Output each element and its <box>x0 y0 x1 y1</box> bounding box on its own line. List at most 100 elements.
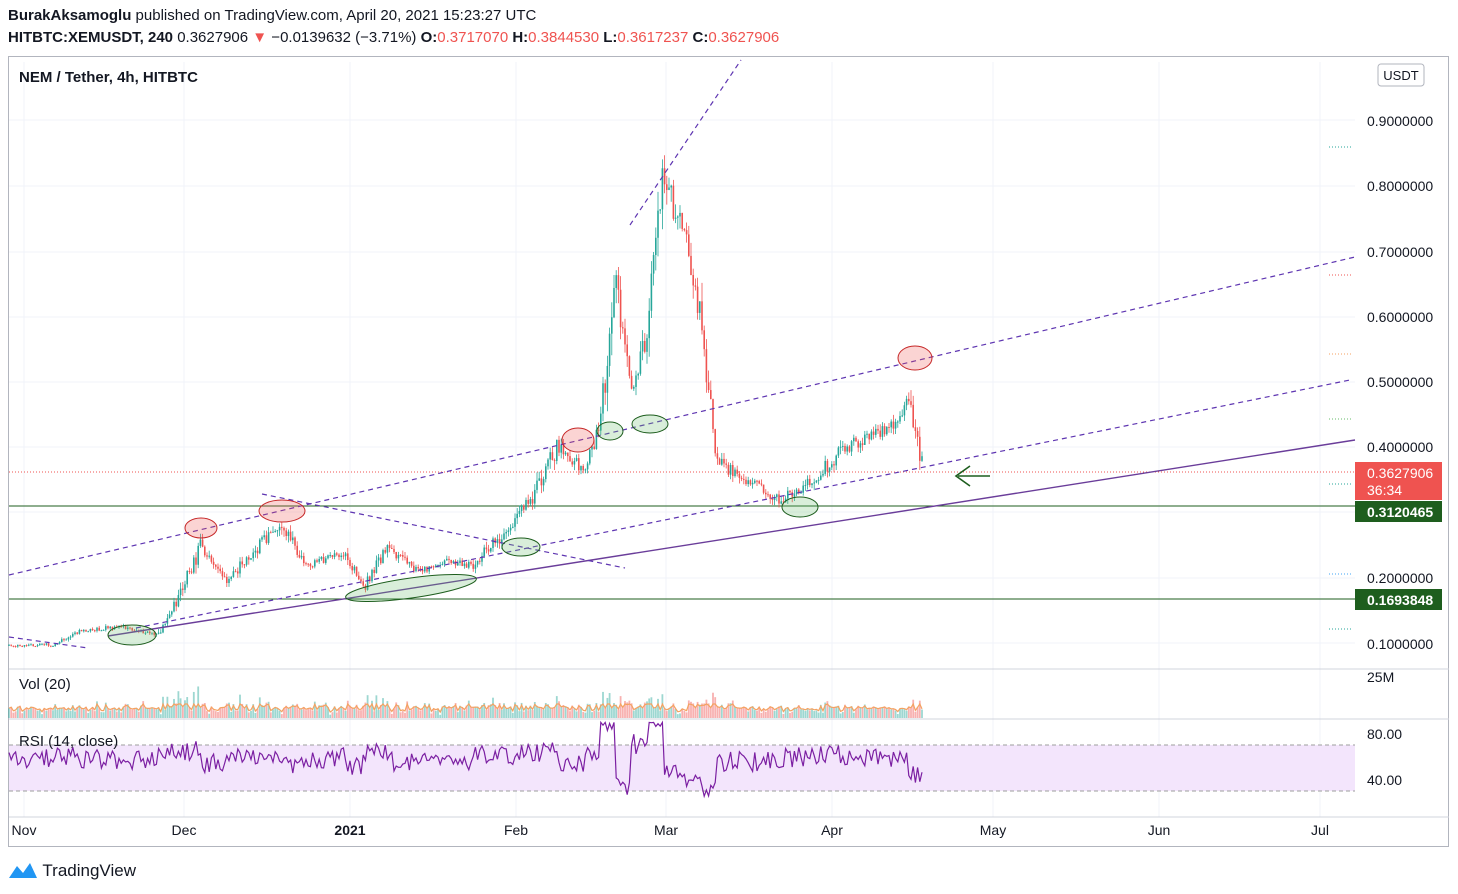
dotted-price-markers <box>1329 146 1352 630</box>
volume-bar <box>507 708 510 718</box>
currency-button[interactable]: USDT <box>1377 63 1425 87</box>
tradingview-logo-icon <box>9 863 37 878</box>
candle-body <box>806 478 809 486</box>
candle-body <box>879 430 881 437</box>
candle-body <box>701 301 703 331</box>
candle-body <box>514 518 516 527</box>
candle-body <box>212 561 215 565</box>
author-name[interactable]: BurakAksamoglu <box>8 7 132 24</box>
volume-bar <box>848 707 851 718</box>
candle-body <box>276 530 279 532</box>
candle-body <box>798 489 800 494</box>
volume-bar <box>228 702 230 718</box>
candle-body <box>448 558 450 560</box>
volume-bar <box>852 712 855 718</box>
volume-bar <box>751 706 754 718</box>
volume-bar <box>500 709 503 718</box>
resistance-marker[interactable] <box>258 499 306 523</box>
candle-body <box>523 505 525 510</box>
candle-body <box>668 187 670 190</box>
early-trendline[interactable] <box>8 636 89 649</box>
candle-body <box>256 550 259 554</box>
volume-bar <box>65 711 68 718</box>
arrow-left-icon[interactable] <box>954 465 990 487</box>
candle-body <box>406 557 408 564</box>
candle-body <box>175 601 177 607</box>
volume-bar <box>135 708 138 718</box>
resistance-marker[interactable] <box>897 345 933 371</box>
volume-bar <box>34 708 37 718</box>
peak-trendline[interactable] <box>629 59 742 226</box>
volume-bar <box>426 708 428 718</box>
candle-body <box>553 460 556 462</box>
support-marker[interactable] <box>344 569 477 607</box>
support-upper-badge: 0.3120465 <box>1355 501 1442 522</box>
time-axis[interactable]: Nov Dec 2021 Feb Mar Apr May Jun Jul <box>12 822 1329 838</box>
candle-body <box>861 443 864 445</box>
volume-bar <box>485 710 488 718</box>
rsi-line <box>8 720 923 799</box>
candle-body <box>166 618 169 624</box>
candle-body <box>749 480 752 485</box>
support-marker[interactable] <box>781 496 819 518</box>
candle-body <box>43 643 45 645</box>
volume-bar <box>346 700 349 718</box>
candle-body <box>144 632 147 634</box>
volume-bar <box>553 707 556 718</box>
volume-bar <box>573 708 576 718</box>
candle-body <box>375 560 378 573</box>
candle-body <box>274 530 276 532</box>
volume-bar <box>674 708 677 718</box>
volume-bar <box>518 711 521 718</box>
candle-body <box>61 639 63 642</box>
support-marker[interactable] <box>596 421 624 441</box>
candle-body <box>404 556 406 558</box>
candle-body <box>751 482 754 485</box>
volume-bar <box>87 712 90 718</box>
price-axis[interactable]: 0.9000000 0.8000000 0.7000000 0.6000000 … <box>1367 113 1433 652</box>
candle-body <box>58 641 61 644</box>
volume-bar <box>571 705 574 718</box>
candle-body <box>237 571 239 574</box>
candle-body <box>740 477 743 479</box>
channel-upper-line[interactable] <box>8 256 1356 576</box>
tradingview-logo[interactable]: TradingView <box>8 860 136 881</box>
candle-body <box>877 428 879 431</box>
volume-bar <box>780 705 783 718</box>
volume-bar <box>756 710 758 718</box>
volume-bar <box>76 707 79 718</box>
volume-bar <box>542 709 545 718</box>
candle-body <box>397 554 400 559</box>
time-tick: Mar <box>654 822 678 838</box>
resistance-marker[interactable] <box>184 517 218 539</box>
volume-bar <box>569 711 571 718</box>
support-marker[interactable] <box>501 537 541 557</box>
candle-body <box>87 631 89 633</box>
symbol-label[interactable]: HITBTC:XEMUSDT, 240 <box>8 29 174 46</box>
volume-bar <box>184 700 186 718</box>
resistance-marker[interactable] <box>561 427 595 453</box>
candle-body <box>595 429 598 449</box>
candle-body <box>98 627 100 631</box>
bar-countdown: 36:34 <box>1367 482 1402 498</box>
volume-bar <box>481 705 483 718</box>
candle-body <box>54 644 56 646</box>
descending-trendline[interactable] <box>261 493 626 569</box>
volume-bar <box>272 709 274 718</box>
candle-body <box>296 545 298 555</box>
volume-bar <box>474 706 477 718</box>
volume-bar <box>241 703 244 718</box>
candle-body <box>712 399 714 430</box>
candle-body <box>575 458 578 461</box>
candle-body <box>881 426 884 437</box>
volume-bar <box>10 706 13 718</box>
channel-middle-line[interactable] <box>135 379 1351 629</box>
support-marker[interactable] <box>107 624 157 646</box>
volume-bar <box>740 708 743 718</box>
volume-bar <box>527 710 530 718</box>
candle-body <box>498 539 501 544</box>
volume-bar <box>71 705 74 718</box>
main-trendline[interactable] <box>107 439 1356 637</box>
support-marker[interactable] <box>631 414 669 434</box>
